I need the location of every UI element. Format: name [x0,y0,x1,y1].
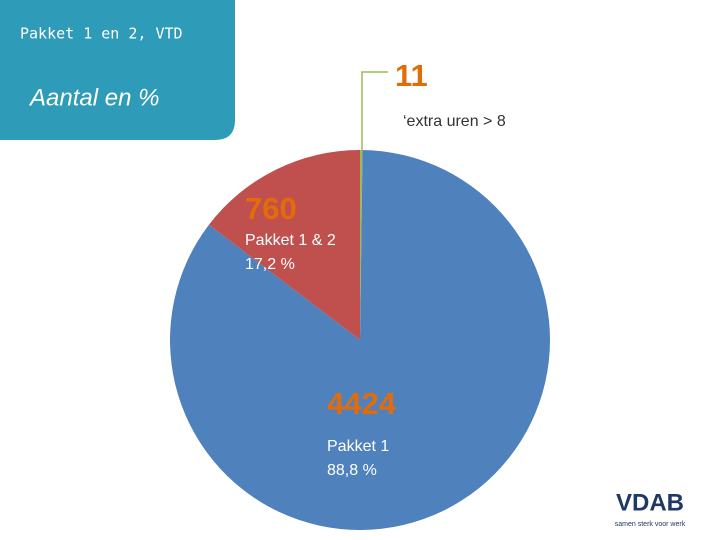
category-label: Pakket 1 & 2 [245,232,336,249]
value-label: 11 [395,58,428,93]
logo-name: VDAB [616,489,684,516]
pie-slice [208,150,360,340]
value-label: 760 [245,191,297,226]
title: Pakket 1 en 2, VTD [20,25,183,43]
category-label: Pakket 1 [327,438,389,455]
pie [170,150,550,530]
logo-tagline: samen sterk voor werk [615,521,686,528]
percent-label: 88,8 % [327,462,377,479]
leader-line [361,71,388,152]
logo: VDAB samen sterk voor werk [615,489,686,528]
percent-label: 17,2 % [245,256,295,273]
value-label: 4424 [327,386,397,421]
category-label: ‘extra uren > 8 [403,113,506,130]
pie-slice [360,150,363,340]
subtitle: Aantal en % [28,84,159,111]
pie-slice [170,150,550,530]
header-box [0,0,235,140]
